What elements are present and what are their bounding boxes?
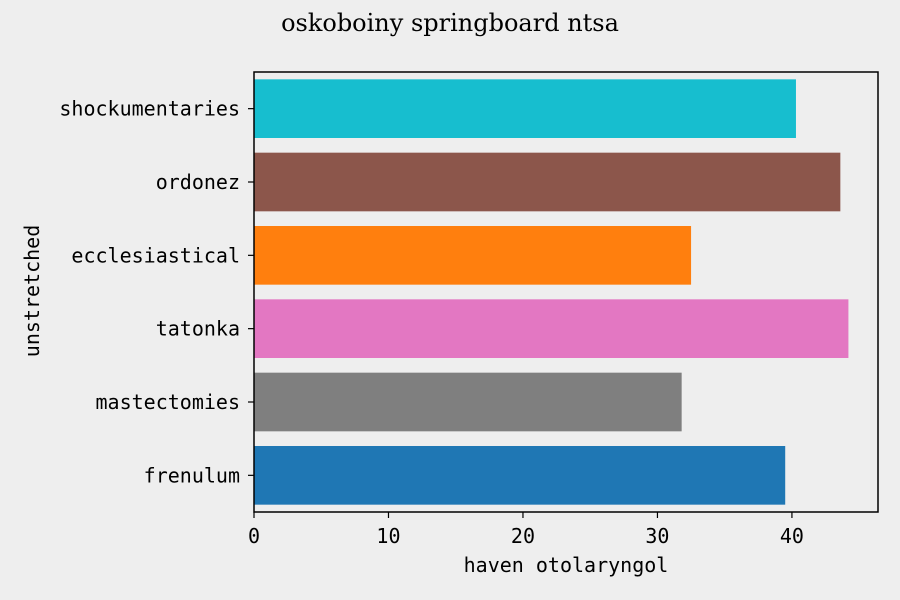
bar-tatonka <box>254 299 849 358</box>
bar-ordonez <box>254 152 841 212</box>
bar-shockumentaries <box>254 79 796 138</box>
y-tick-label: frenulum <box>144 463 240 487</box>
x-tick-label: 0 <box>248 524 260 548</box>
bar-frenulum <box>254 446 786 505</box>
x-axis-label: haven otolaryngol <box>464 553 669 577</box>
y-tick-label: tatonka <box>156 317 240 341</box>
x-tick-label: 10 <box>376 524 400 548</box>
x-tick-label: 20 <box>511 524 535 548</box>
x-axis: 0 10 20 30 40 <box>248 512 804 548</box>
y-tick-label: ecclesiastical <box>71 243 240 267</box>
bar-ecclesiastical <box>254 226 692 285</box>
plot-area <box>254 79 849 505</box>
y-tick-label: mastectomies <box>96 390 241 414</box>
y-axis: frenulum mastectomies tatonka ecclesiastica… <box>59 97 254 487</box>
chart-title: oskoboiny springboard ntsa <box>281 9 619 37</box>
x-tick-label: 40 <box>780 524 804 548</box>
y-tick-label: ordonez <box>156 170 240 194</box>
bar-mastectomies <box>254 372 682 432</box>
x-tick-label: 30 <box>645 524 669 548</box>
y-axis-label: unstretched <box>20 225 44 357</box>
plot-frame <box>253 71 879 513</box>
y-tick-label: shockumentaries <box>59 97 240 121</box>
